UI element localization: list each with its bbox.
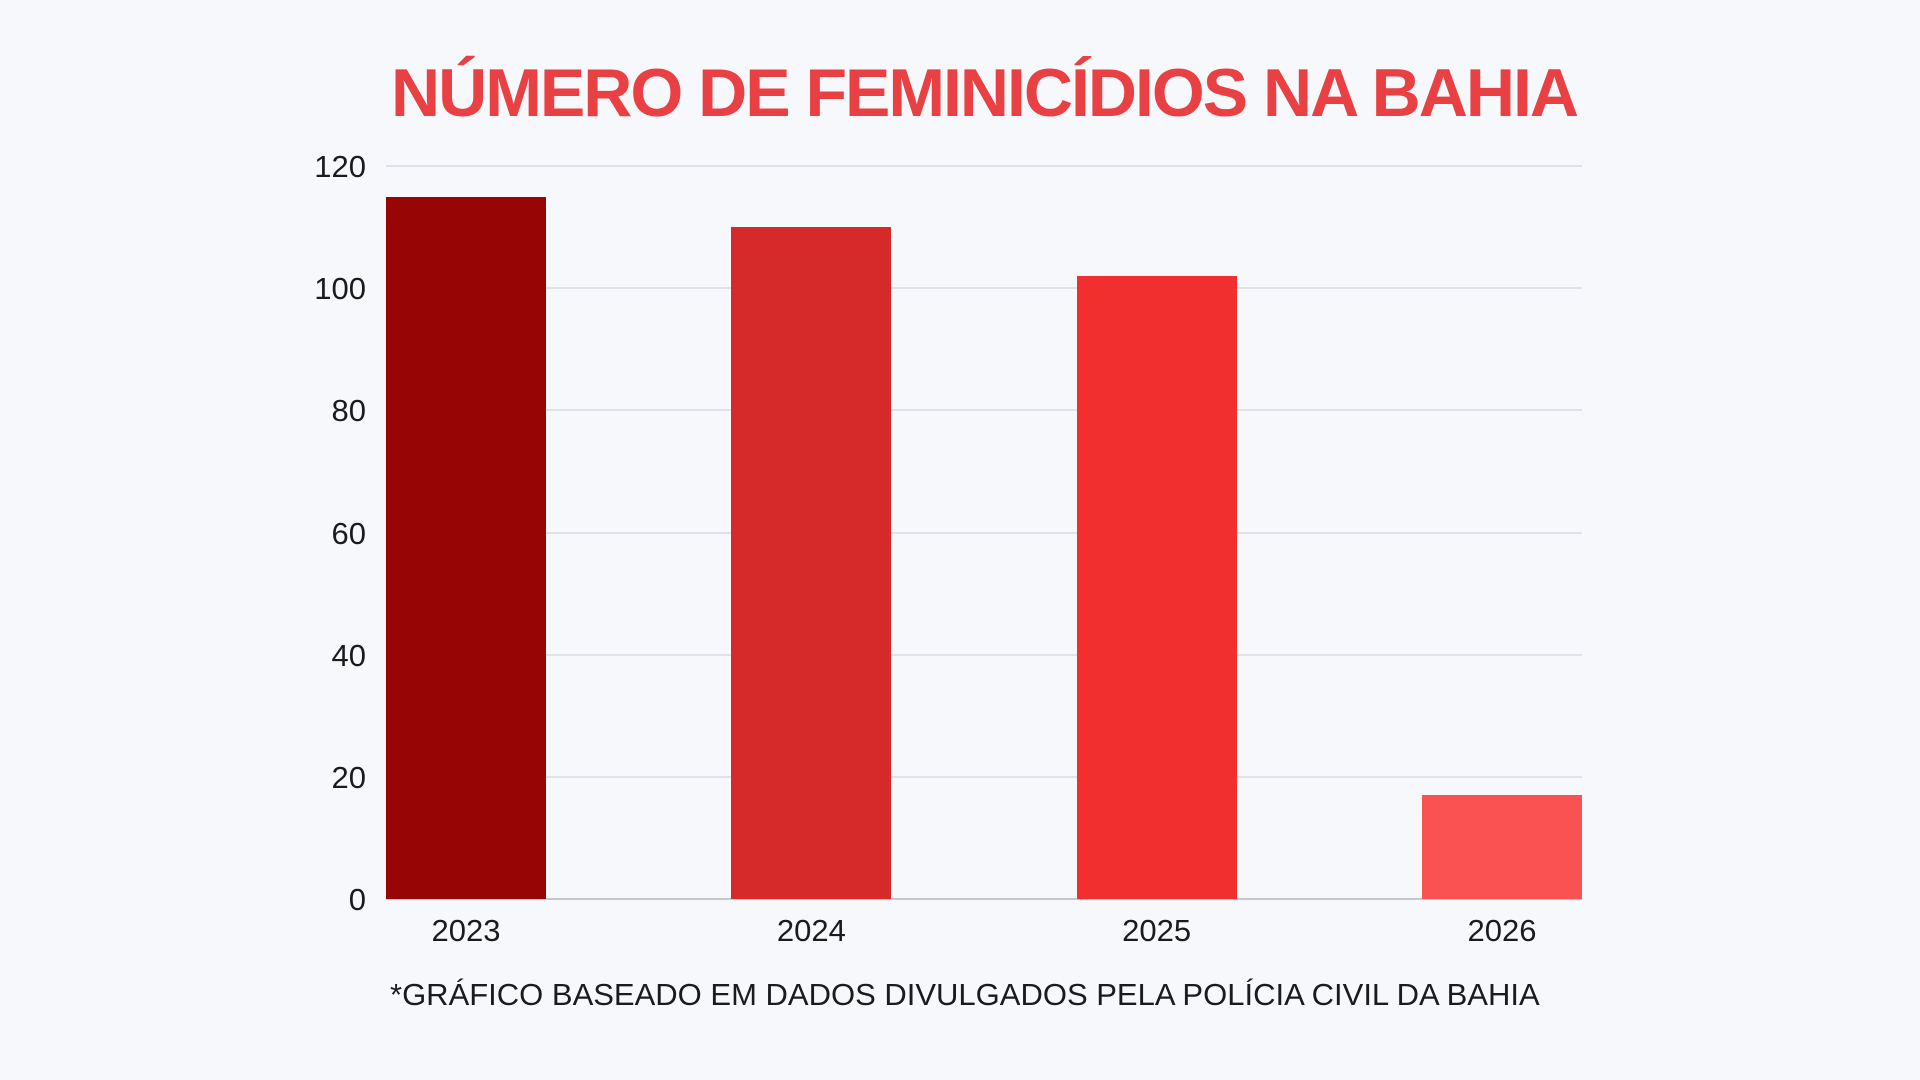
gridline-y-60 [386,531,1582,534]
x-tick-label-2026: 2026 [1467,913,1537,948]
gridline-y-120 [386,165,1582,167]
chart-title: NÚMERO DE FEMINICÍDIOS NA BAHIA [391,55,1579,131]
bar-2023 [386,196,546,899]
bar-2026 [1422,795,1582,899]
gridline-y-20 [386,775,1582,778]
chart-footnote: *GRÁFICO BASEADO EM DADOS DIVULGADOS PEL… [390,977,1540,1012]
y-tick-label-0: 0 [348,882,366,917]
bar-2025 [1076,275,1237,899]
y-tick-label-120: 120 [314,149,366,184]
bar-2024 [731,227,892,899]
gridline-y-100 [386,287,1582,290]
x-tick-label-2023: 2023 [431,913,501,948]
y-tick-label-100: 100 [314,271,366,307]
gridline-y-80 [386,409,1582,412]
x-axis-line [386,898,1582,900]
y-tick-label-20: 20 [331,759,366,795]
y-tick-label-80: 80 [331,393,366,429]
plot-area [386,165,1582,900]
x-tick-label-2025: 2025 [1122,913,1192,948]
y-tick-label-60: 60 [331,515,366,551]
x-tick-label-2024: 2024 [776,913,846,948]
y-tick-label-40: 40 [331,637,366,673]
gridline-y-40 [386,653,1582,656]
